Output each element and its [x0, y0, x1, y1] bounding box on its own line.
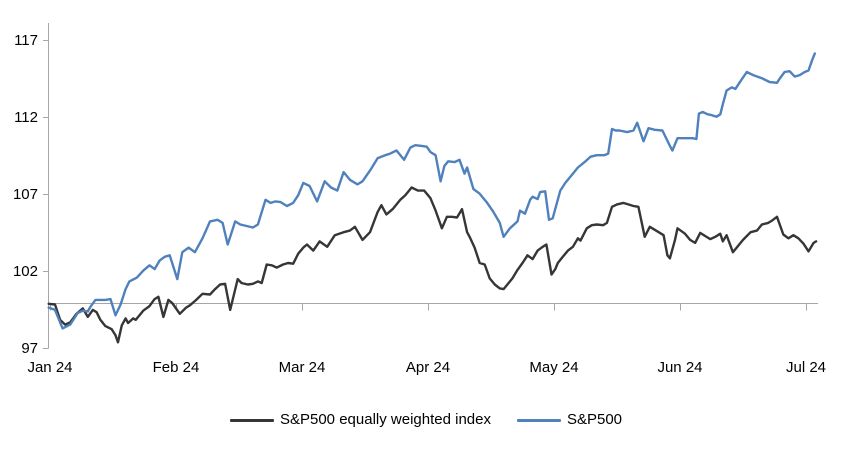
x-tick-label: Jan 24 [27, 359, 73, 376]
equal-weight-line-swatch [229, 418, 274, 422]
y-tick-label: 112 [14, 109, 38, 126]
y-tick-label: 97 [21, 340, 38, 357]
chart-legend: S&P500 equally weighted index S&P500 [0, 411, 852, 429]
x-tick-label: Jul 24 [785, 359, 827, 376]
axis-ticks [43, 40, 807, 349]
x-tick-label: Jun 24 [657, 359, 703, 376]
y-tick-label: 107 [12, 186, 38, 203]
x-tick-label: Mar 24 [278, 359, 326, 376]
legend-label: S&P500 equally weighted index [279, 411, 491, 428]
series-lines [47, 52, 818, 344]
legend-item-equal-weight: S&P500 equally weighted index [229, 411, 491, 429]
legend-item-sp500: S&P500 [516, 411, 623, 429]
sp500-line-swatch [516, 418, 561, 422]
legend-label: S&P500 [566, 411, 623, 428]
y-tick-label: 117 [14, 32, 38, 49]
x-tick-label: Feb 24 [152, 359, 200, 376]
x-tick-label: May 24 [529, 359, 579, 376]
x-tick-label: Apr 24 [405, 359, 451, 376]
y-tick-label: 102 [12, 263, 38, 280]
